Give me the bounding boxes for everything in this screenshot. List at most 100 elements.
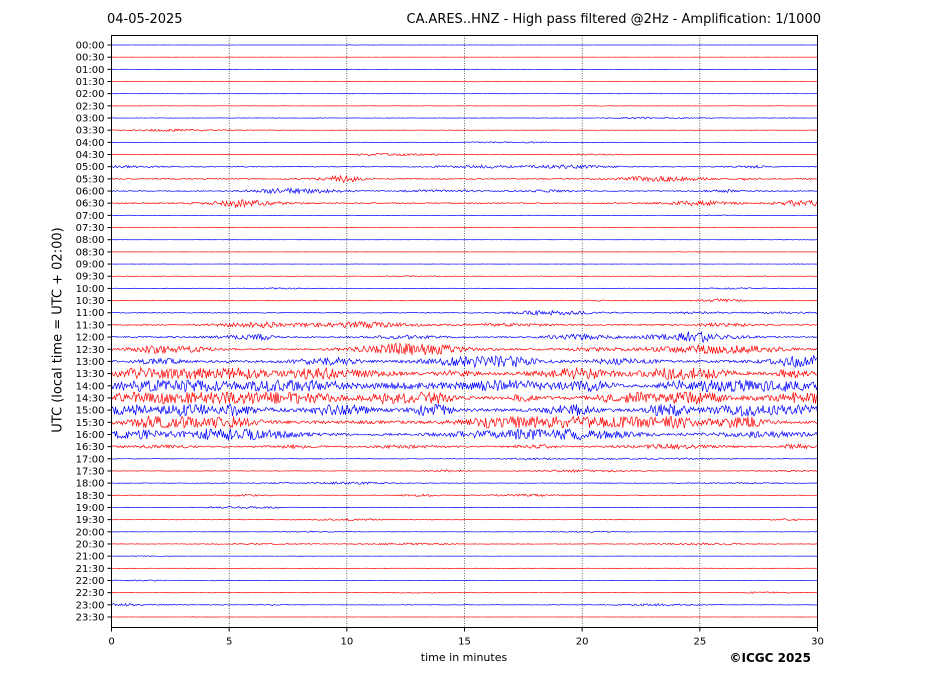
trace-row-22	[111, 309, 818, 317]
trace-row-2	[111, 68, 818, 70]
trace-row-9	[111, 152, 818, 157]
y-tick-label-33: 16:30	[76, 442, 105, 453]
y-tick-label-24: 12:00	[76, 333, 105, 344]
y-tick-label-41: 20:30	[76, 539, 105, 550]
trace-row-14	[111, 214, 818, 217]
x-tick-label-4: 20	[576, 637, 589, 648]
trace-row-39	[111, 518, 818, 521]
trace-row-34	[111, 457, 818, 461]
y-tick-label-45: 22:30	[76, 588, 105, 599]
trace-row-27	[111, 366, 818, 381]
trace-row-30	[111, 403, 818, 417]
x-tick-label-6: 30	[811, 637, 824, 648]
trace-row-41	[111, 542, 818, 546]
y-tick-label-27: 13:30	[76, 369, 105, 380]
y-tick-label-43: 21:30	[76, 564, 105, 575]
trace-row-6	[111, 116, 818, 120]
trace-row-37	[111, 493, 818, 498]
y-tick-label-31: 15:30	[76, 418, 105, 429]
trace-row-29	[111, 391, 818, 406]
y-tick-label-42: 21:00	[76, 552, 105, 563]
trace-row-24	[111, 330, 818, 343]
trace-row-45	[111, 591, 818, 594]
y-tick-label-3: 01:30	[76, 77, 105, 88]
y-tick-label-32: 16:00	[76, 430, 105, 441]
x-axis-ticks: 0 5 10 15 20 25 30	[108, 627, 824, 648]
x-tick-label-0: 0	[108, 637, 114, 648]
y-tick-label-9: 04:30	[76, 150, 105, 161]
y-tick-label-18: 09:00	[76, 260, 105, 271]
x-tick-label-5: 25	[693, 637, 706, 648]
trace-row-5	[111, 105, 818, 107]
y-tick-label-34: 17:00	[76, 454, 105, 465]
trace-row-44	[111, 579, 818, 582]
y-tick-label-16: 08:00	[76, 235, 105, 246]
trace-row-23	[111, 320, 818, 330]
trace-row-8	[111, 141, 818, 144]
y-tick-label-12: 06:00	[76, 187, 105, 198]
x-axis-label: time in minutes	[420, 651, 508, 664]
y-tick-label-47: 23:30	[76, 612, 105, 623]
y-tick-label-6: 03:00	[76, 114, 105, 125]
y-tick-label-44: 22:00	[76, 576, 105, 587]
date-label: 04-05-2025	[107, 12, 183, 27]
trace-row-25	[111, 342, 818, 356]
y-tick-label-40: 20:00	[76, 527, 105, 538]
y-tick-label-14: 07:00	[76, 211, 105, 222]
trace-row-20	[111, 287, 818, 290]
y-tick-label-5: 02:30	[76, 101, 105, 112]
y-tick-label-29: 14:30	[76, 393, 105, 404]
trace-row-33	[111, 442, 818, 450]
y-tick-label-15: 07:30	[76, 223, 105, 234]
y-tick-label-21: 10:30	[76, 296, 105, 307]
y-tick-label-19: 09:30	[76, 272, 105, 283]
x-tick-label-3: 15	[458, 637, 471, 648]
y-tick-label-37: 18:30	[76, 491, 105, 502]
trace-row-47	[111, 616, 818, 618]
y-tick-label-39: 19:30	[76, 515, 105, 526]
trace-row-19	[111, 275, 818, 278]
y-tick-label-30: 15:00	[76, 406, 105, 417]
seismic-traces	[111, 44, 818, 618]
trace-row-21	[111, 298, 818, 303]
trace-row-7	[111, 128, 818, 132]
y-tick-label-38: 19:00	[76, 503, 105, 514]
trace-row-46	[111, 602, 818, 607]
x-tick-label-2: 10	[340, 637, 353, 648]
copyright-label: ©ICGC 2025	[729, 651, 811, 665]
y-tick-label-26: 13:00	[76, 357, 105, 368]
trace-row-13	[111, 198, 818, 209]
x-tick-label-1: 5	[226, 637, 232, 648]
y-tick-label-20: 10:00	[76, 284, 105, 295]
trace-row-10	[111, 164, 818, 170]
y-tick-label-22: 11:00	[76, 308, 105, 319]
trace-row-12	[111, 187, 818, 195]
chart-title: CA.ARES..HNZ - High pass filtered @2Hz -…	[406, 12, 821, 27]
y-tick-label-25: 12:30	[76, 345, 105, 356]
trace-row-26	[111, 354, 818, 369]
y-tick-label-10: 05:00	[76, 162, 105, 173]
grid-lines	[228, 35, 701, 628]
y-tick-label-28: 14:00	[76, 381, 105, 392]
y-tick-label-11: 05:30	[76, 174, 105, 185]
y-tick-label-0: 00:00	[76, 41, 105, 52]
trace-row-42	[111, 555, 818, 557]
trace-row-11	[111, 174, 818, 184]
y-tick-label-35: 17:30	[76, 466, 105, 477]
trace-row-28	[111, 379, 818, 393]
trace-row-35	[111, 469, 818, 473]
trace-row-38	[111, 505, 818, 510]
y-tick-label-7: 03:30	[76, 126, 105, 137]
y-tick-label-1: 00:30	[76, 53, 105, 64]
y-tick-label-2: 01:00	[76, 65, 105, 76]
y-tick-label-46: 23:00	[76, 600, 105, 611]
y-tick-label-17: 08:30	[76, 247, 105, 258]
trace-row-40	[111, 530, 818, 533]
y-tick-label-4: 02:00	[76, 89, 105, 100]
trace-row-3	[111, 80, 818, 83]
y-tick-label-8: 04:00	[76, 138, 105, 149]
trace-row-32	[111, 428, 818, 441]
y-tick-label-13: 06:30	[76, 199, 105, 210]
trace-row-36	[111, 481, 818, 485]
